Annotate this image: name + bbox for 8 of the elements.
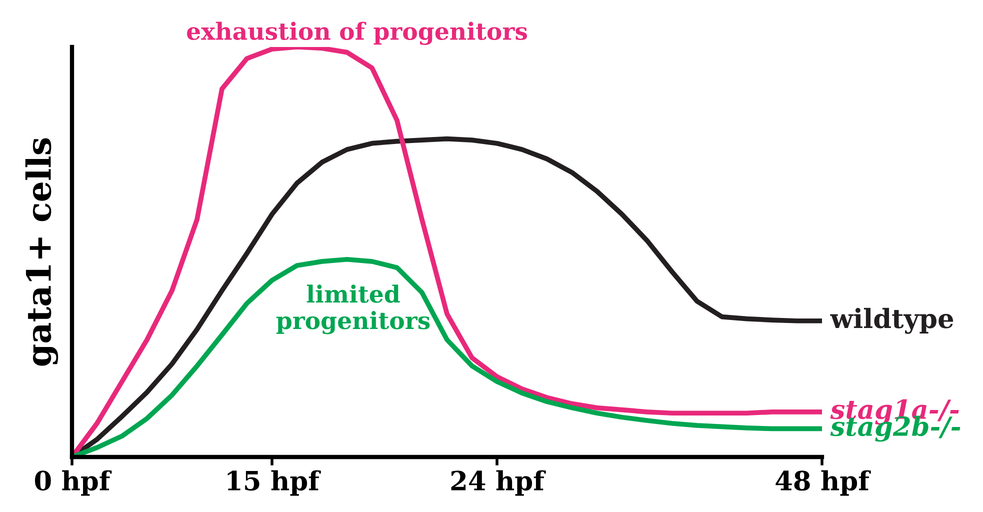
x-tick-label: 15 hpf: [228, 470, 321, 496]
x-tick-label: 24 hpf: [451, 470, 546, 496]
y-axis-title: gata1+ cells: [25, 138, 58, 366]
x-tick-label: 0 hpf: [34, 470, 112, 496]
series-label: wildtype: [830, 308, 954, 334]
annotation: limited progenitors: [276, 284, 430, 334]
text: exhaustion of progenitors: [187, 22, 527, 45]
x-tick-label: 48 hpf: [776, 470, 871, 496]
